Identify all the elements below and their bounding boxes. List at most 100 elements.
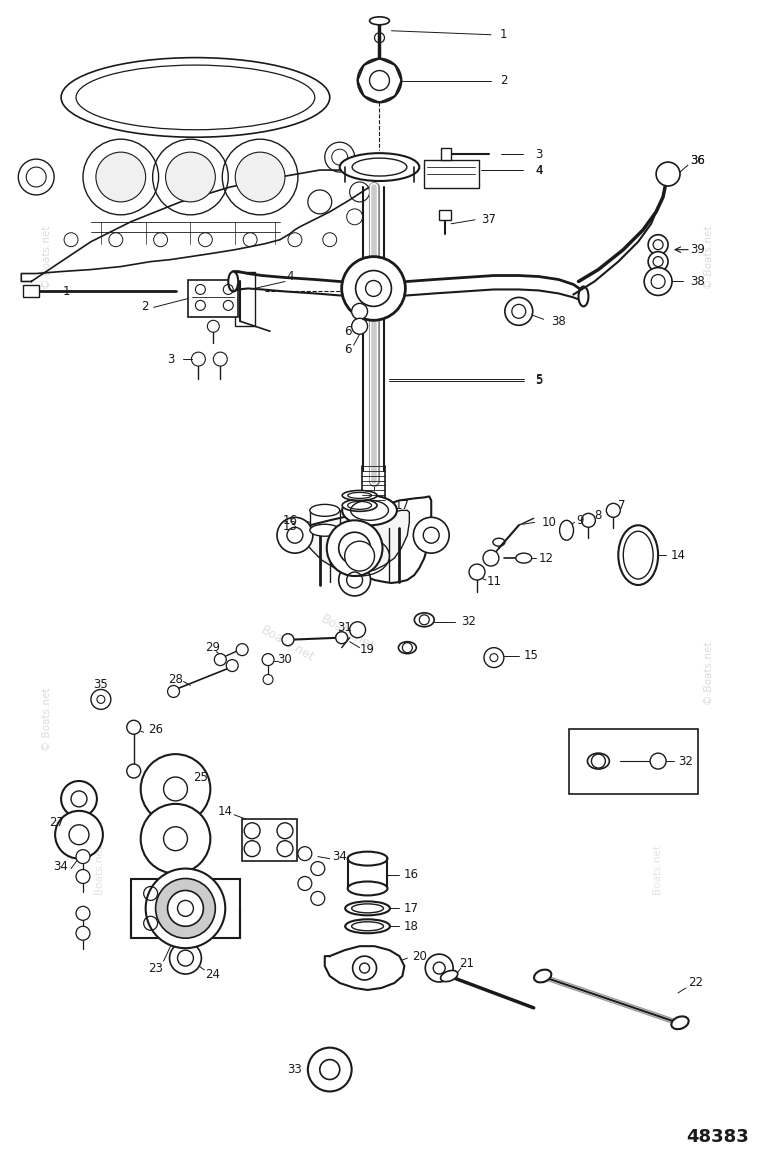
- Text: 7: 7: [618, 499, 625, 512]
- Bar: [242, 819, 297, 860]
- Bar: [188, 280, 238, 317]
- Circle shape: [650, 753, 666, 769]
- Ellipse shape: [340, 153, 419, 181]
- Circle shape: [91, 690, 111, 709]
- Text: 6: 6: [344, 325, 351, 338]
- Ellipse shape: [347, 881, 388, 895]
- Circle shape: [335, 632, 347, 643]
- Text: 3: 3: [167, 353, 174, 366]
- Ellipse shape: [587, 753, 609, 769]
- Text: 4: 4: [535, 164, 543, 176]
- Ellipse shape: [578, 287, 588, 307]
- Text: © Boats.net: © Boats.net: [705, 641, 715, 705]
- Text: 29: 29: [205, 641, 220, 654]
- Circle shape: [357, 58, 401, 102]
- Text: 30: 30: [278, 654, 292, 666]
- Circle shape: [76, 907, 90, 921]
- Text: Boats.net: Boats.net: [652, 844, 662, 894]
- Bar: [441, 149, 451, 160]
- Circle shape: [505, 297, 533, 325]
- Text: 20: 20: [412, 950, 427, 962]
- Text: © Boats.net: © Boats.net: [42, 225, 51, 289]
- Text: 23: 23: [148, 961, 163, 974]
- Ellipse shape: [671, 1016, 689, 1029]
- Ellipse shape: [345, 920, 390, 933]
- Bar: [569, 729, 698, 794]
- Text: © Boats.net: © Boats.net: [42, 687, 51, 751]
- Text: 5: 5: [535, 373, 542, 385]
- Text: 1: 1: [62, 284, 70, 298]
- Circle shape: [226, 659, 238, 671]
- Ellipse shape: [310, 525, 340, 536]
- Text: 17: 17: [395, 499, 410, 512]
- Text: 15: 15: [523, 649, 538, 662]
- Circle shape: [581, 513, 596, 527]
- Circle shape: [311, 892, 325, 906]
- Text: 4: 4: [286, 271, 294, 283]
- Text: 35: 35: [94, 678, 108, 691]
- Ellipse shape: [441, 971, 458, 981]
- Circle shape: [141, 755, 210, 824]
- Text: 48383: 48383: [687, 1128, 749, 1146]
- Circle shape: [126, 720, 141, 734]
- Text: 18: 18: [404, 920, 419, 932]
- Circle shape: [167, 890, 204, 926]
- Ellipse shape: [398, 642, 416, 654]
- Text: 11: 11: [487, 576, 501, 589]
- Polygon shape: [284, 497, 431, 583]
- Text: 16: 16: [403, 868, 419, 881]
- Circle shape: [166, 152, 215, 202]
- Circle shape: [656, 163, 680, 186]
- Circle shape: [425, 954, 453, 982]
- Circle shape: [214, 654, 226, 665]
- Circle shape: [469, 564, 485, 580]
- Circle shape: [76, 870, 90, 884]
- Text: 2: 2: [141, 300, 148, 312]
- Bar: [424, 160, 479, 188]
- Text: Boats.net: Boats.net: [95, 844, 104, 894]
- Circle shape: [277, 518, 313, 553]
- Circle shape: [338, 564, 370, 596]
- Text: 34: 34: [332, 850, 347, 863]
- Text: 36: 36: [690, 153, 706, 167]
- Circle shape: [170, 943, 201, 974]
- Text: 25: 25: [193, 771, 208, 784]
- Circle shape: [483, 550, 499, 567]
- Ellipse shape: [414, 613, 435, 627]
- Text: 4: 4: [535, 164, 543, 176]
- Circle shape: [484, 648, 504, 668]
- Ellipse shape: [347, 852, 388, 866]
- Circle shape: [76, 850, 90, 864]
- Circle shape: [61, 781, 97, 817]
- Text: 12: 12: [539, 551, 554, 564]
- Text: 26: 26: [148, 723, 163, 736]
- Circle shape: [167, 685, 179, 698]
- Circle shape: [76, 926, 90, 940]
- Text: 34: 34: [54, 860, 69, 873]
- Bar: [131, 879, 240, 938]
- Circle shape: [263, 675, 273, 685]
- Circle shape: [352, 318, 368, 334]
- Text: 1: 1: [500, 28, 508, 42]
- Text: 28: 28: [168, 673, 183, 686]
- Text: 33: 33: [288, 1063, 302, 1076]
- Circle shape: [341, 257, 405, 320]
- Text: 16: 16: [282, 514, 298, 527]
- Circle shape: [282, 634, 294, 646]
- Bar: [23, 286, 39, 297]
- Text: 24: 24: [205, 967, 220, 981]
- Circle shape: [648, 235, 668, 254]
- Circle shape: [55, 810, 103, 859]
- Polygon shape: [325, 946, 404, 990]
- Ellipse shape: [559, 520, 574, 540]
- Circle shape: [344, 541, 375, 571]
- Circle shape: [262, 654, 274, 665]
- Ellipse shape: [342, 490, 377, 500]
- Polygon shape: [302, 511, 410, 574]
- Text: 17: 17: [403, 902, 419, 915]
- Text: 6: 6: [344, 342, 351, 355]
- Text: 32: 32: [462, 615, 476, 628]
- Text: 9: 9: [577, 514, 584, 527]
- Circle shape: [327, 520, 382, 576]
- Circle shape: [413, 518, 449, 553]
